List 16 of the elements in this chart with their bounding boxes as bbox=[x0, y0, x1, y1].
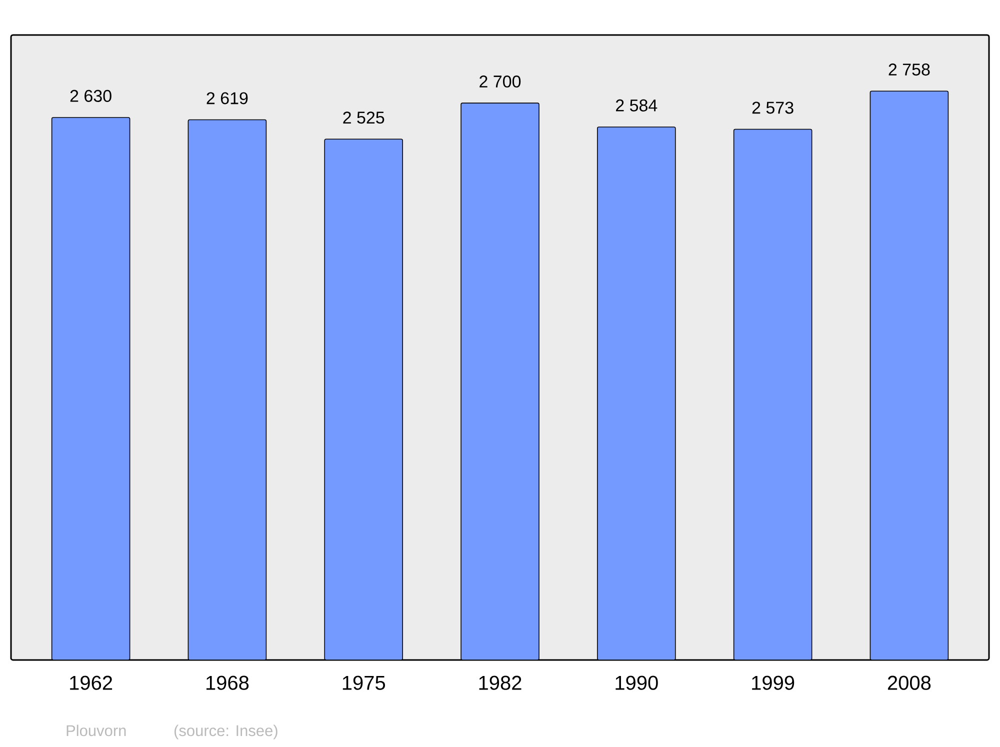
x-tick-label: 1975 bbox=[342, 676, 385, 690]
data-label: 2 630 bbox=[70, 90, 112, 102]
x-tick-label: 2008 bbox=[888, 676, 931, 690]
data-label: 2 525 bbox=[343, 112, 384, 124]
x-tick-label: 1990 bbox=[616, 676, 658, 690]
x-tick-label: 1982 bbox=[479, 676, 522, 690]
data-label: 2 619 bbox=[206, 92, 248, 104]
text: (source: Insee) bbox=[174, 724, 278, 740]
x-tick-label: 1968 bbox=[206, 676, 249, 690]
data-label: 2 758 bbox=[888, 64, 930, 76]
x-tick-label: 1999 bbox=[752, 676, 794, 690]
data-label: 2 573 bbox=[752, 102, 794, 114]
data-label: 2 584 bbox=[616, 99, 658, 112]
text: Plouvorn bbox=[66, 724, 126, 736]
data-label: 2 700 bbox=[480, 75, 521, 88]
x-tick-label: 1962 bbox=[70, 676, 112, 690]
